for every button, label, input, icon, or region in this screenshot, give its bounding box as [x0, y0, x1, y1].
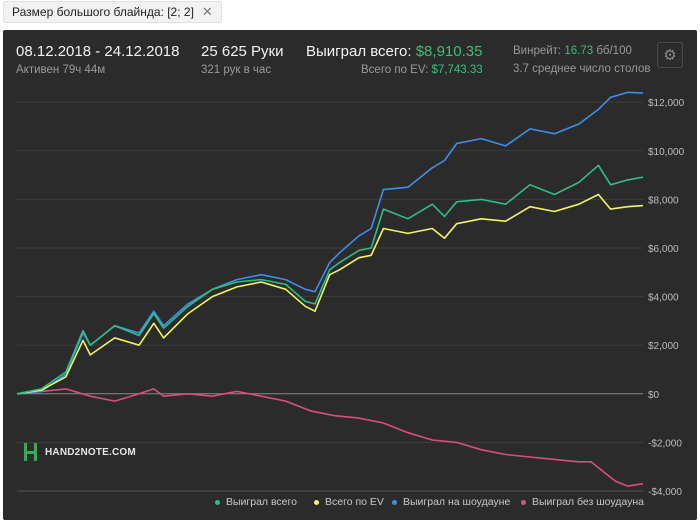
y-tick-label: $6,000 — [648, 244, 679, 255]
series-line-showdown — [16, 91, 644, 395]
avg-tables: 3.7 среднее число столов — [513, 63, 651, 75]
active-time: Активен 79ч 44м — [16, 64, 106, 76]
ev-total-label: Всего по EV: — [361, 64, 429, 76]
legend-label: Выиграл на шоудауне — [403, 496, 511, 508]
filter-bar: Размер большого блайнда: [2; 2] ✕ — [0, 0, 700, 26]
date-range: 08.12.2018 - 24.12.2018 — [16, 43, 180, 60]
legend-label: Всего по EV — [325, 496, 384, 508]
legend-item-nonshowdown[interactable]: Выиграл без шоудауна — [521, 496, 644, 508]
y-tick-label: $10,000 — [648, 147, 685, 158]
filter-chip-label: Размер большого блайнда: [2; 2] — [12, 5, 194, 19]
chart: $12,000 $10,000 $8,000 $6,000 $4,000 $2,000 $0… — [16, 91, 685, 496]
ev-total: Всего по EV: $7,743.33 — [361, 64, 483, 76]
hand2note-logo-text: HAND2NOTE.COM — [45, 446, 136, 458]
hands-count: 25 625 Руки — [201, 43, 284, 60]
winrate-suffix: бб/100 — [596, 45, 632, 57]
y-tick-label: $0 — [648, 390, 660, 401]
graph-panel: 08.12.2018 - 24.12.2018 Активен 79ч 44м … — [3, 30, 697, 520]
y-tick-label: -$2,000 — [648, 438, 682, 449]
winrate-value: 16.73 — [564, 45, 594, 57]
legend-dot — [392, 499, 397, 505]
ev-total-value: $7,743.33 — [431, 64, 483, 76]
y-tick-label: -$4,000 — [648, 487, 682, 496]
series-line-nonshowdown — [16, 388, 644, 487]
hand2note-logo: HAND2NOTE.COM — [23, 443, 136, 461]
legend-label: Выиграл без шоудауна — [532, 496, 644, 508]
filter-chip-big-blind[interactable]: Размер большого блайнда: [2; 2] ✕ — [3, 1, 222, 23]
y-tick-label: $2,000 — [648, 341, 679, 352]
legend-label: Выиграл всего — [226, 496, 297, 508]
legend-dot — [521, 499, 526, 505]
hands-per-hour: 321 рук в час — [201, 64, 272, 76]
winrate: Винрейт: 16.73 бб/100 — [513, 45, 632, 57]
legend-dot — [215, 499, 220, 505]
y-tick-label: $8,000 — [648, 195, 679, 206]
won-total-value: $8,910.35 — [415, 43, 483, 60]
settings-button[interactable]: ⚙ — [657, 42, 683, 68]
hand2note-logo-icon — [23, 443, 39, 461]
legend-item-ev[interactable]: Всего по EV — [314, 496, 384, 508]
series-line-total — [16, 164, 644, 395]
y-tick-label: $4,000 — [648, 293, 679, 304]
legend-dot — [314, 499, 319, 505]
series-line-ev — [16, 193, 644, 395]
winrate-label: Винрейт: — [513, 45, 562, 57]
chart-grid — [17, 101, 643, 492]
chart-legend: Выиграл всего Всего по EV Выиграл на шоу… — [3, 496, 697, 514]
won-total: Выиграл всего: $8,910.35 — [306, 43, 482, 60]
close-icon[interactable]: ✕ — [201, 4, 213, 19]
chart-series — [16, 91, 644, 487]
legend-item-showdown[interactable]: Выиграл на шоудауне — [392, 496, 510, 508]
y-tick-label: $12,000 — [648, 98, 685, 109]
won-total-label: Выиграл всего: — [306, 43, 412, 60]
gear-icon: ⚙ — [663, 47, 677, 64]
chart-axes: $12,000 $10,000 $8,000 $6,000 $4,000 $2,000 $0… — [17, 98, 685, 496]
legend-item-total[interactable]: Выиграл всего — [215, 496, 297, 508]
